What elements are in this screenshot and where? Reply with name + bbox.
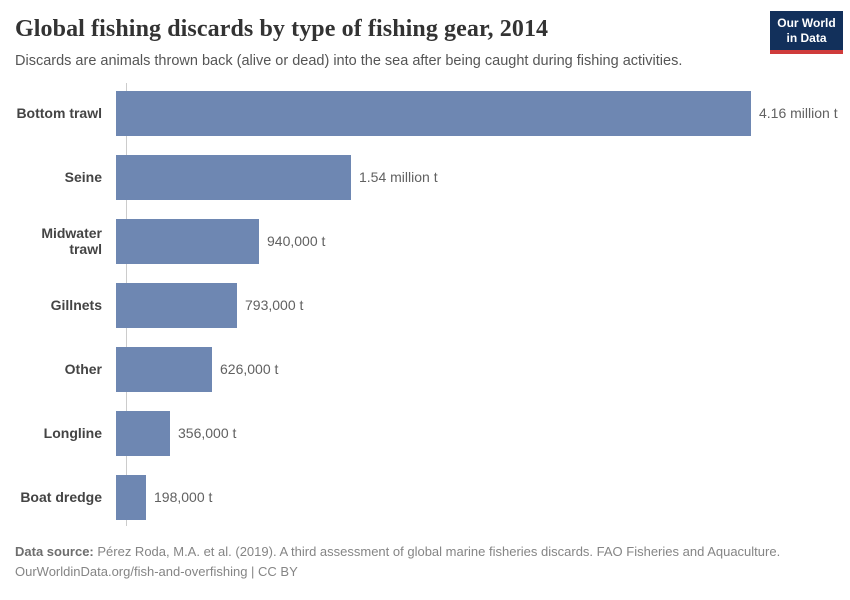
page-subtitle: Discards are animals thrown back (alive … <box>15 53 683 69</box>
bar-row: Bottom trawl 4.16 million t <box>15 81 838 145</box>
bar <box>116 218 259 264</box>
footer-license-line: OurWorldinData.org/fish-and-overfishing … <box>15 563 298 579</box>
bar-chart: Bottom trawl 4.16 million t Seine 1.54 mill… <box>15 81 838 529</box>
bar-value: 793,000 t <box>245 297 304 313</box>
bar-row: Other 626,000 t <box>15 337 835 401</box>
bar-track: 626,000 t <box>116 346 835 392</box>
bar-label: Gillnets <box>50 297 102 313</box>
bar-track: 4.16 million t <box>116 90 838 136</box>
bar-track: 356,000 t <box>116 410 835 456</box>
bar-label: Longline <box>43 425 102 441</box>
page-title: Global fishing discards by type of fishi… <box>15 16 549 42</box>
bar-row: Gillnets 793,000 t <box>15 273 835 337</box>
owid-logo-line2: in Data <box>786 31 827 45</box>
bar-track: 198,000 t <box>116 474 835 520</box>
owid-logo-accent-bar <box>770 50 843 54</box>
bar-label: Bottom trawl <box>16 105 102 121</box>
owid-logo: Our World in Data <box>770 11 843 54</box>
bar <box>116 282 237 328</box>
bar-row: Longline 356,000 t <box>15 401 835 465</box>
source-text: Pérez Roda, M.A. et al. (2019). A third … <box>93 544 781 559</box>
bar-track: 793,000 t <box>116 282 835 328</box>
footer-source-line: Data source: Pérez Roda, M.A. et al. (20… <box>15 542 835 562</box>
bar-row: Boat dredge 198,000 t <box>15 465 835 529</box>
bar-label: Boat dredge <box>20 489 102 505</box>
bar-track: 1.54 million t <box>116 154 835 200</box>
bar-row: Midwater trawl 940,000 t <box>15 209 835 273</box>
bar-track: 940,000 t <box>116 218 835 264</box>
bar-row: Seine 1.54 million t <box>15 145 835 209</box>
source-label: Data source: <box>15 544 94 559</box>
bar-value: 940,000 t <box>267 233 326 249</box>
bar-label: Seine <box>64 169 102 185</box>
bar-label: Midwater trawl <box>41 225 102 257</box>
bar-value: 4.16 million t <box>759 105 838 121</box>
bar-label: Other <box>64 361 102 377</box>
footer: Data source: Pérez Roda, M.A. et al. (20… <box>15 542 835 581</box>
bar <box>116 474 146 520</box>
bar <box>116 410 170 456</box>
bar-value: 1.54 million t <box>359 169 438 185</box>
bar <box>116 154 351 200</box>
bar-value: 626,000 t <box>220 361 279 377</box>
bar <box>116 346 212 392</box>
bar-value: 356,000 t <box>178 425 237 441</box>
bar-value: 198,000 t <box>154 489 213 505</box>
owid-logo-box: Our World in Data <box>770 11 843 50</box>
bar <box>116 90 751 136</box>
owid-logo-line1: Our World <box>777 16 836 30</box>
